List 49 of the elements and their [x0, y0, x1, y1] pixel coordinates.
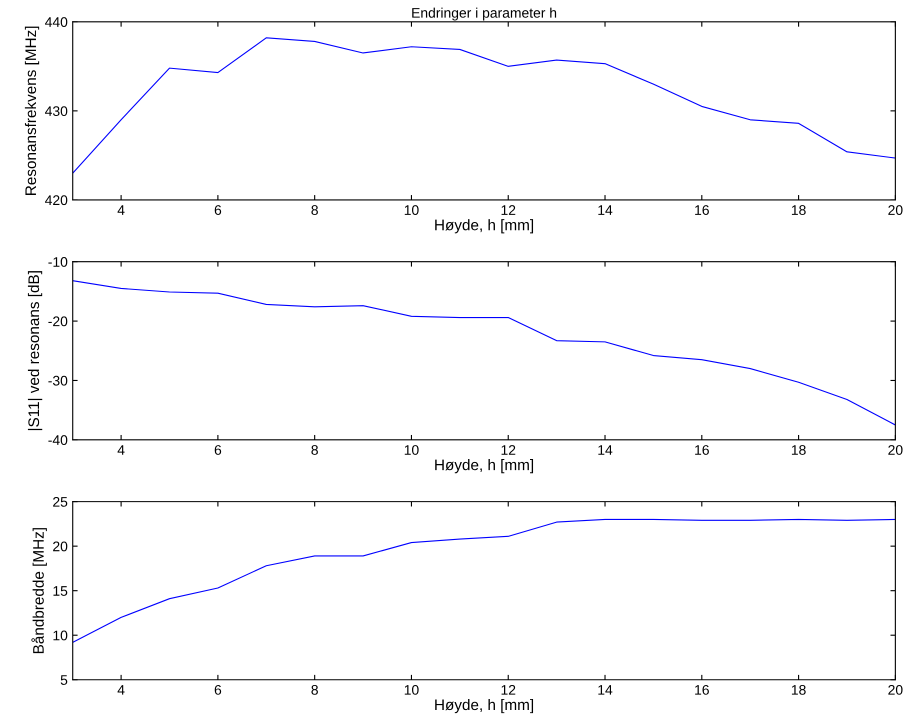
- x-tick-label: 10: [404, 205, 419, 215]
- chart-title: Endringer i parameter h: [412, 8, 556, 21]
- x-tick-label: 20: [888, 205, 903, 215]
- x-tick-label: 12: [502, 684, 516, 695]
- y-tick-label: 440: [45, 17, 68, 27]
- line-series: [72, 280, 896, 426]
- x-tick-label: 6: [214, 445, 222, 455]
- x-axis-title: Høyde, h [mm]: [435, 698, 534, 714]
- y-tick-label: 20: [53, 541, 68, 552]
- x-tick-label: 4: [118, 685, 125, 695]
- x-tick-label: 16: [695, 445, 709, 455]
- x-axis-title: Høyde, h [mm]: [435, 459, 534, 474]
- x-tick-label: 20: [888, 684, 903, 695]
- y-tick-label: 5: [60, 675, 68, 685]
- y-axis-title: Resonansfrekvens [MHz]: [24, 26, 40, 195]
- x-tick-label: 6: [214, 205, 222, 215]
- y-tick-label: 420: [45, 195, 68, 206]
- x-tick-label: 18: [792, 684, 806, 695]
- y-tick-label: -10: [48, 257, 68, 267]
- x-tick-label: 6: [214, 684, 222, 695]
- x-tick-label: 14: [598, 205, 612, 215]
- y-axis-title: |S11| ved resonans [dB]: [28, 271, 42, 430]
- x-tick-label: 16: [695, 205, 709, 215]
- y-axis-title: Båndbredde [MHz]: [31, 528, 47, 654]
- x-tick-label: 20: [888, 445, 903, 455]
- x-tick-label: 8: [311, 684, 318, 695]
- y-tick-label: 25: [53, 496, 68, 507]
- x-tick-label: 12: [502, 445, 516, 455]
- x-tick-label: 18: [792, 445, 806, 455]
- x-axis-title: Høyde, h [mm]: [435, 219, 534, 234]
- y-tick-label: -30: [48, 376, 68, 386]
- x-tick-label: 8: [311, 445, 318, 455]
- x-tick-label: 4: [118, 445, 125, 455]
- y-tick-label: -20: [48, 316, 68, 326]
- x-tick-label: 12: [502, 205, 516, 215]
- x-tick-label: 4: [118, 205, 125, 215]
- x-tick-label: 14: [598, 685, 612, 695]
- x-tick-label: 8: [311, 205, 318, 215]
- x-tick-label: 10: [404, 684, 419, 695]
- line-series: [72, 37, 896, 174]
- x-tick-label: 14: [598, 445, 612, 455]
- x-tick-label: 18: [792, 205, 806, 215]
- y-tick-label: -40: [48, 435, 68, 446]
- y-tick-label: 15: [53, 586, 68, 596]
- x-tick-label: 10: [404, 445, 419, 455]
- line-series: [72, 518, 896, 643]
- y-tick-label: 10: [53, 630, 68, 640]
- y-tick-label: 430: [45, 106, 68, 116]
- x-tick-label: 16: [695, 684, 709, 695]
